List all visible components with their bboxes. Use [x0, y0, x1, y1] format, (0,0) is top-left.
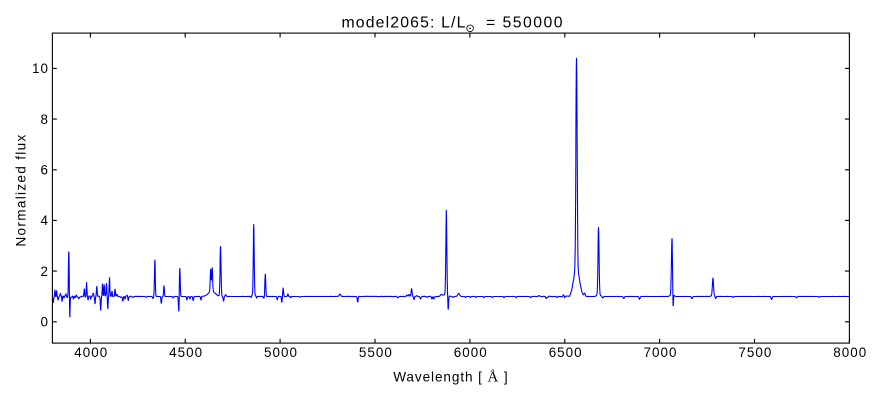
svg-text:6: 6 — [41, 163, 50, 178]
svg-text:Normalized flux: Normalized flux — [14, 133, 29, 246]
svg-text:4: 4 — [41, 213, 50, 228]
svg-text:4500: 4500 — [169, 345, 203, 360]
svg-text:6500: 6500 — [549, 345, 583, 360]
svg-text:7500: 7500 — [738, 345, 772, 360]
svg-text:= 550000: = 550000 — [486, 14, 564, 31]
svg-text:7000: 7000 — [644, 345, 678, 360]
svg-text:4000: 4000 — [74, 345, 108, 360]
svg-text:Wavelength [ Å ]: Wavelength [ Å ] — [393, 369, 508, 385]
svg-text:5000: 5000 — [264, 345, 298, 360]
svg-text:model2065: L/L: model2065: L/L — [342, 14, 467, 31]
svg-text:0: 0 — [41, 315, 50, 330]
svg-text:10: 10 — [32, 61, 49, 76]
svg-text:5500: 5500 — [359, 345, 393, 360]
svg-text:8: 8 — [41, 112, 50, 127]
svg-text:6000: 6000 — [454, 345, 488, 360]
svg-text:2: 2 — [41, 264, 50, 279]
svg-text:8000: 8000 — [833, 345, 867, 360]
